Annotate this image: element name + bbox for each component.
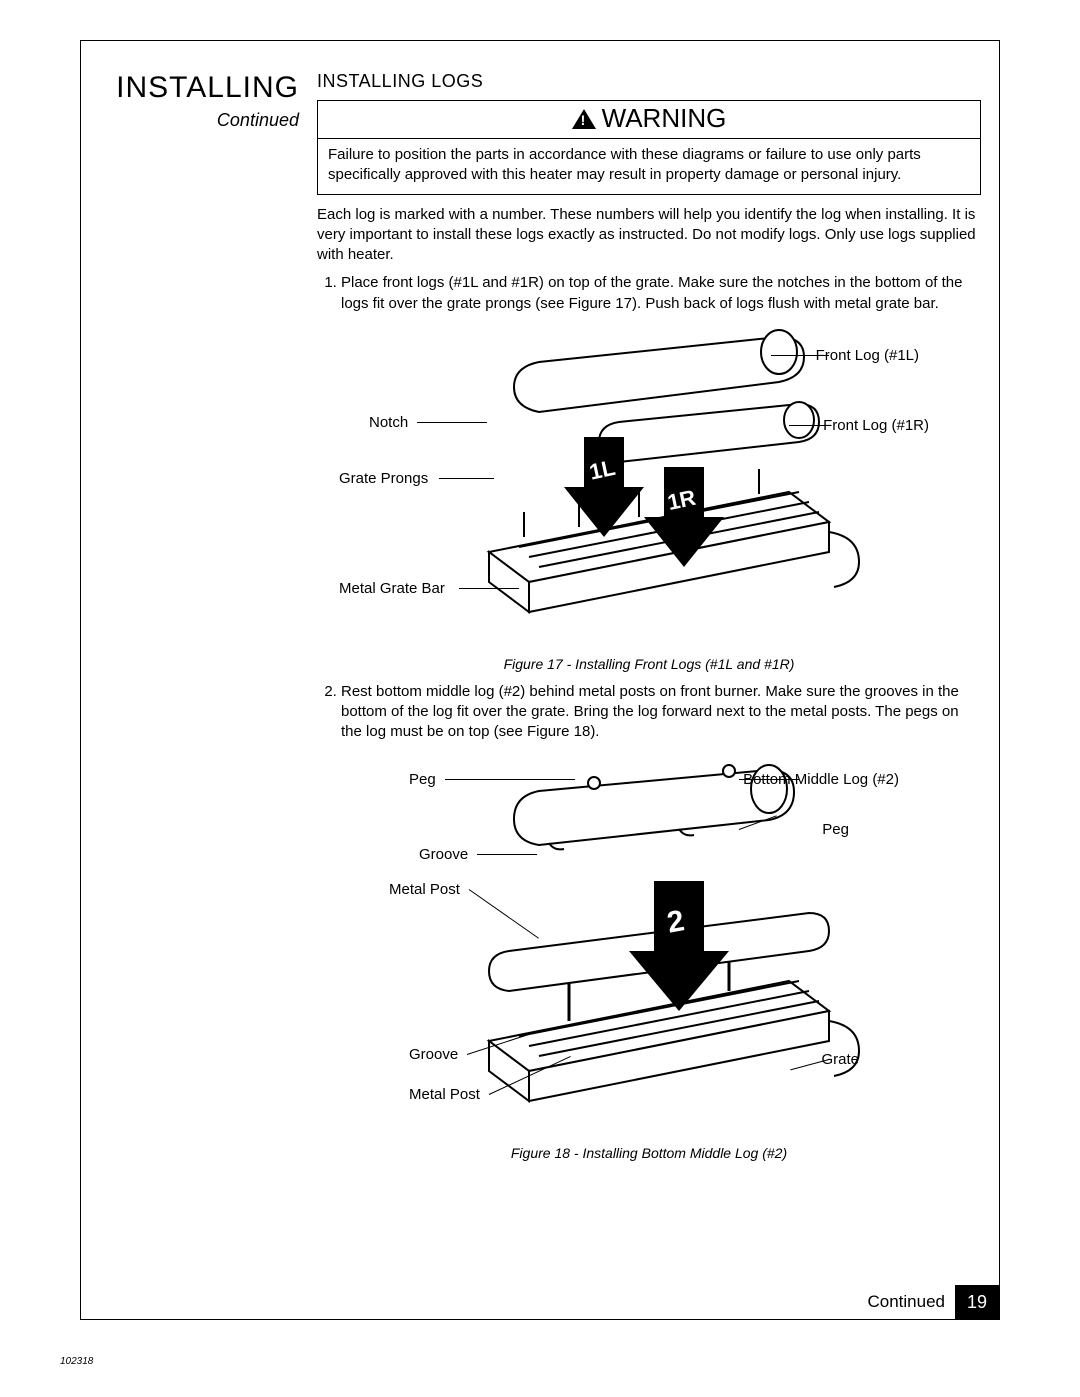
continued-label-top: Continued [99,110,299,131]
step-1: Place front logs (#1L and #1R) on top of… [341,273,981,314]
callout-grate-prongs: Grate Prongs [339,470,428,487]
step-2: Rest bottom middle log (#2) behind metal… [341,682,981,743]
figure-17-illustration: 1L 1R [429,322,869,642]
document-id: 102318 [60,1356,93,1367]
figure-17-caption: Figure 17 - Installing Front Logs (#1L a… [317,656,981,672]
left-column: INSTALLING Continued [99,71,299,131]
figure-18: 2 Peg Bottom Middle Log (#2) Peg Groove … [369,751,929,1141]
page-frame: INSTALLING Continued INSTALLING LOGS WAR… [80,40,1000,1320]
header-row: INSTALLING Continued INSTALLING LOGS WAR… [99,71,981,1171]
continued-label-bottom: Continued [867,1292,945,1312]
figure-18-illustration: 2 [429,751,869,1131]
callout-front-log-1l: Front Log (#1L) [816,347,919,364]
section-title: INSTALLING [99,71,299,104]
callout-groove-top: Groove [419,846,468,863]
callout-groove-bottom: Groove [409,1046,458,1063]
intro-paragraph: Each log is marked with a number. These … [317,205,981,266]
step-list-2: Rest bottom middle log (#2) behind metal… [317,682,981,743]
callout-notch: Notch [369,414,408,431]
right-column: INSTALLING LOGS WARNING Failure to posit… [317,71,981,1171]
callout-metal-post-top: Metal Post [389,881,460,898]
callout-front-log-1r: Front Log (#1R) [823,417,929,434]
callout-peg-left: Peg [409,771,436,788]
callout-metal-grate-bar: Metal Grate Bar [339,580,445,597]
step-list: Place front logs (#1L and #1R) on top of… [317,273,981,314]
warning-body: Failure to position the parts in accorda… [318,139,980,194]
page-number: 19 [955,1285,999,1319]
figure-17: 1L 1R Front Log (#1L) Front Log (#1R) No… [369,322,929,652]
warning-box: WARNING Failure to position the parts in… [317,100,981,195]
warning-heading: WARNING [318,101,980,139]
page-footer: Continued 19 [81,1285,999,1319]
arrow-1l-label: 1L [587,455,617,485]
figure-18-caption: Figure 18 - Installing Bottom Middle Log… [317,1145,981,1161]
subsection-title: INSTALLING LOGS [317,71,981,92]
callout-peg-right: Peg [822,821,849,838]
warning-heading-text: WARNING [602,103,727,134]
warning-triangle-icon [572,109,596,129]
callout-metal-post-bottom: Metal Post [409,1086,480,1103]
